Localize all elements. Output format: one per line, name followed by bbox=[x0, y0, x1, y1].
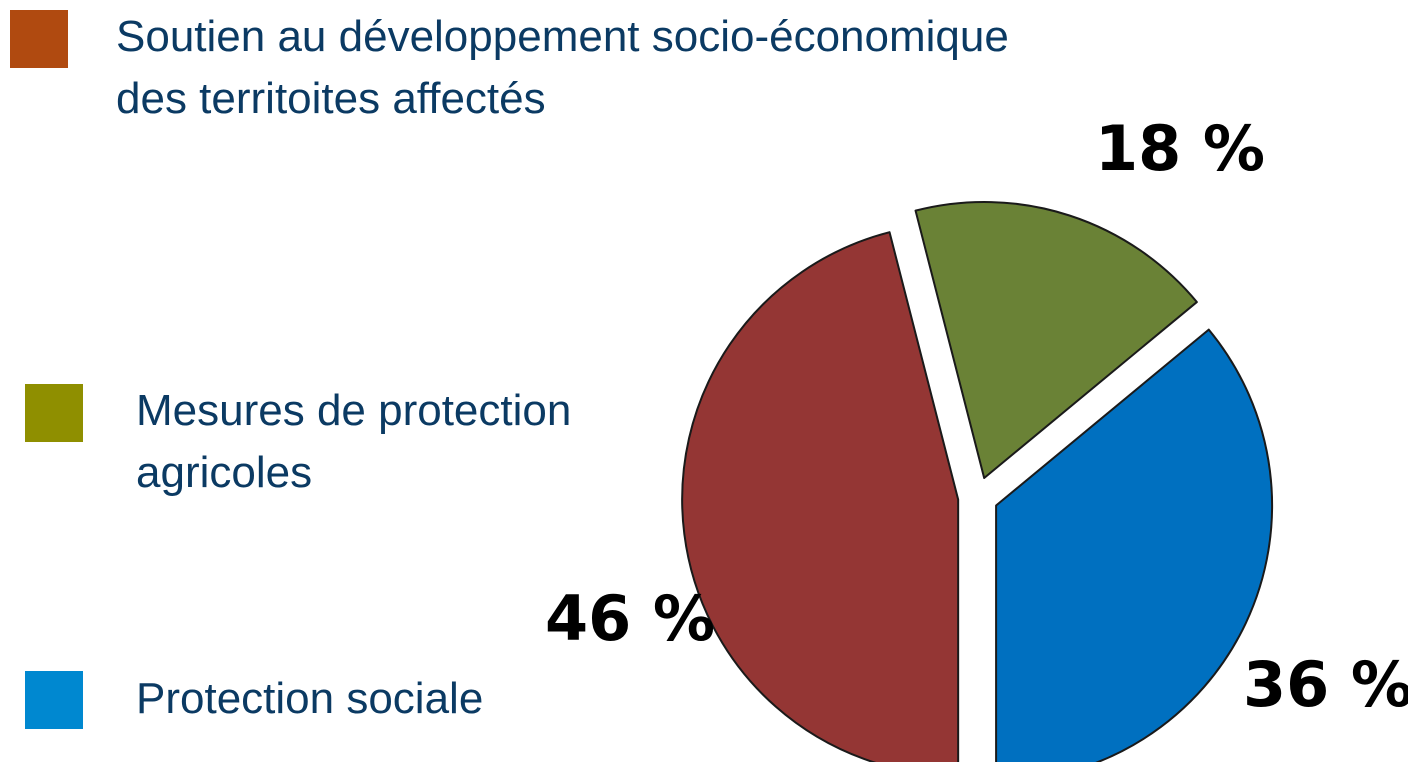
legend-swatch-protection-sociale bbox=[25, 671, 83, 729]
pie-slice-mesures bbox=[914, 200, 1198, 479]
legend-label-mesures: Mesures de protection agricoles bbox=[136, 386, 572, 497]
pie-slice-protection-sociale bbox=[995, 328, 1274, 762]
value-label-mesures: 18 % bbox=[1095, 112, 1265, 185]
legend-swatch-soutien bbox=[10, 10, 68, 68]
legend-label-soutien: Soutien au développement socio-économiqu… bbox=[116, 12, 1009, 123]
pie-slice-soutien bbox=[681, 231, 960, 762]
value-label-soutien: 46 % bbox=[545, 582, 715, 655]
value-label-protection-sociale: 36 % bbox=[1243, 648, 1408, 721]
legend-swatch-mesures bbox=[25, 384, 83, 442]
legend-label-protection-sociale: Protection sociale bbox=[136, 674, 484, 723]
